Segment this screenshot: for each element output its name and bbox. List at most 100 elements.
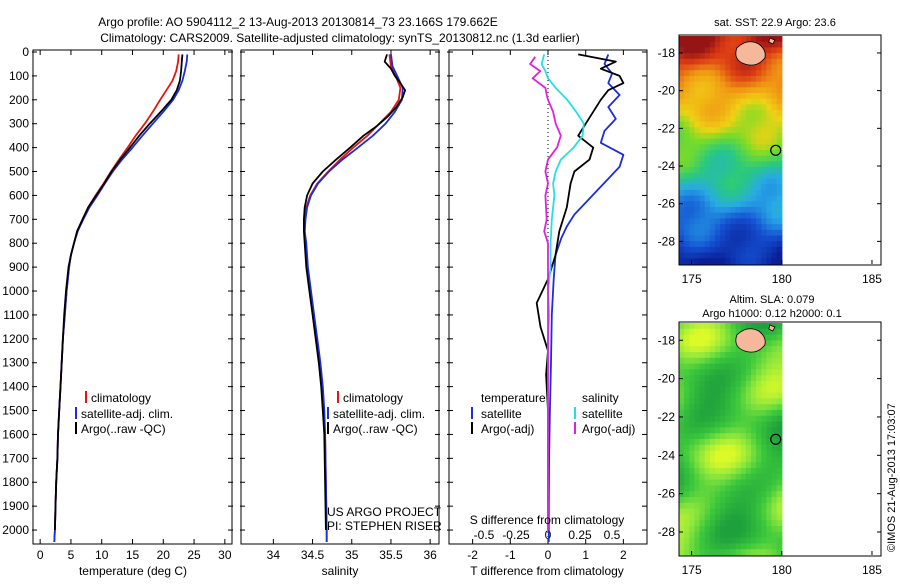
map-cell bbox=[761, 421, 767, 428]
map-cell bbox=[679, 104, 685, 111]
map-cell bbox=[694, 323, 701, 330]
map-cell bbox=[771, 375, 778, 382]
x-tick-label: 25 bbox=[187, 548, 201, 562]
map-cell bbox=[771, 497, 778, 504]
map-cell bbox=[720, 369, 726, 376]
map-cell bbox=[761, 520, 767, 527]
map-cell bbox=[776, 479, 783, 486]
map-cell bbox=[679, 369, 685, 376]
map-cell bbox=[714, 549, 721, 556]
map-cell bbox=[756, 514, 762, 521]
map-cell bbox=[704, 375, 711, 382]
map-cell bbox=[756, 110, 762, 117]
map-cell bbox=[745, 352, 752, 359]
map-cell bbox=[684, 375, 690, 382]
map-cell bbox=[725, 444, 731, 452]
map-cell bbox=[709, 235, 716, 242]
map-cell bbox=[699, 36, 706, 43]
map-cell bbox=[694, 433, 701, 440]
map-cell bbox=[730, 127, 737, 134]
map-cell bbox=[704, 439, 711, 446]
map-cell bbox=[699, 224, 706, 231]
map-cell bbox=[679, 514, 685, 521]
map-cell bbox=[740, 224, 747, 231]
map-cell bbox=[756, 543, 762, 550]
map-cell bbox=[756, 189, 762, 197]
map-cell bbox=[714, 127, 721, 134]
map-cell bbox=[689, 150, 696, 157]
salinity-series bbox=[302, 54, 407, 542]
map-cell bbox=[709, 346, 716, 353]
map-cell bbox=[714, 178, 721, 185]
map-cell bbox=[720, 252, 726, 259]
map-cell bbox=[730, 41, 737, 48]
map-cell bbox=[750, 258, 757, 265]
map-cell bbox=[694, 127, 701, 134]
sla-land bbox=[735, 324, 776, 353]
map-cell bbox=[720, 357, 726, 365]
map-cell bbox=[761, 537, 767, 544]
map-cell bbox=[689, 462, 696, 469]
map-cell bbox=[761, 415, 767, 423]
map-cell bbox=[745, 258, 752, 265]
map-cell bbox=[694, 36, 701, 43]
map-cell bbox=[771, 439, 778, 446]
sla-map-title-line2: Argo h1000: 0.12 h2000: 0.1 bbox=[702, 308, 841, 320]
map-cell bbox=[725, 252, 731, 259]
map-cell bbox=[725, 328, 731, 336]
map-cell bbox=[745, 241, 752, 248]
map-cell bbox=[740, 497, 747, 504]
map-cell bbox=[699, 491, 706, 498]
map-cell bbox=[709, 468, 716, 475]
map-cell bbox=[709, 93, 716, 100]
depth-tick-label: 1400 bbox=[2, 380, 29, 394]
map-cell bbox=[761, 201, 767, 208]
map-cell bbox=[679, 212, 685, 219]
map-cell bbox=[730, 81, 737, 88]
map-cell bbox=[704, 491, 711, 498]
difference-xlabel-bottom: T difference from climatology bbox=[470, 564, 624, 578]
map-cell bbox=[689, 58, 696, 66]
map-cell bbox=[684, 121, 690, 128]
map-cell bbox=[745, 398, 752, 405]
map-cell bbox=[704, 155, 711, 162]
temperature-xlabel: temperature (deg C) bbox=[79, 564, 187, 578]
map-cell bbox=[735, 132, 742, 140]
map-cell bbox=[766, 456, 773, 463]
map-cell bbox=[735, 121, 742, 128]
map-cell bbox=[745, 386, 752, 394]
map-cell bbox=[756, 537, 762, 544]
map-cell bbox=[756, 201, 762, 208]
map-cell bbox=[720, 346, 726, 353]
map-cell bbox=[699, 184, 706, 191]
map-cell bbox=[725, 235, 731, 242]
map-cell bbox=[756, 235, 762, 242]
map-cell bbox=[720, 404, 726, 411]
map-cell bbox=[776, 491, 783, 498]
map-cell bbox=[735, 104, 742, 111]
map-cell bbox=[771, 468, 778, 475]
map-cell bbox=[766, 415, 773, 423]
map-cell bbox=[720, 323, 726, 330]
map-cell bbox=[766, 491, 773, 498]
map-cell bbox=[740, 167, 747, 174]
map-cell bbox=[730, 235, 737, 242]
map-cell bbox=[704, 526, 711, 533]
map-cell bbox=[694, 70, 701, 77]
map-cell bbox=[725, 526, 731, 533]
map-cell bbox=[694, 64, 701, 71]
map-cell bbox=[704, 415, 711, 423]
map-cell bbox=[684, 468, 690, 475]
map-cell bbox=[756, 404, 762, 411]
x-tick-label: -2 bbox=[467, 548, 478, 562]
map-cell bbox=[761, 381, 767, 388]
map-cell bbox=[704, 410, 711, 417]
map-cell bbox=[720, 363, 726, 370]
map-cell bbox=[684, 323, 690, 330]
map-cell bbox=[689, 537, 696, 544]
map-cell bbox=[694, 497, 701, 504]
map-cell bbox=[766, 218, 773, 225]
map-cell bbox=[694, 462, 701, 469]
map-cell bbox=[709, 508, 716, 515]
map-cell bbox=[694, 144, 701, 151]
